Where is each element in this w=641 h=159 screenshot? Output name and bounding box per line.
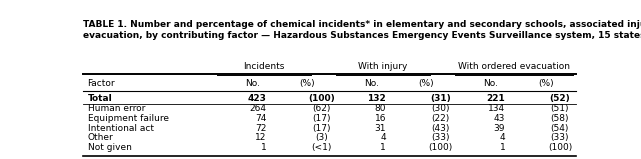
Text: 16: 16 (374, 114, 386, 123)
Text: Incidents: Incidents (243, 62, 285, 71)
Text: 423: 423 (248, 93, 267, 103)
Text: Other: Other (88, 133, 113, 142)
Text: 43: 43 (494, 114, 505, 123)
Text: 264: 264 (250, 104, 267, 113)
Text: Intentional act: Intentional act (88, 124, 154, 133)
Text: 221: 221 (487, 93, 505, 103)
Text: (100): (100) (548, 143, 572, 152)
Text: With ordered evacuation: With ordered evacuation (458, 62, 570, 71)
Text: Total: Total (88, 93, 112, 103)
Text: (%): (%) (538, 79, 554, 88)
Text: (%): (%) (419, 79, 435, 88)
Text: (3): (3) (315, 133, 328, 142)
Text: (33): (33) (551, 133, 569, 142)
Text: 39: 39 (494, 124, 505, 133)
Text: (<1): (<1) (312, 143, 331, 152)
Text: 4: 4 (499, 133, 505, 142)
Text: (33): (33) (431, 133, 450, 142)
Text: TABLE 1. Number and percentage of chemical incidents* in elementary and secondar: TABLE 1. Number and percentage of chemic… (83, 20, 641, 40)
Text: 31: 31 (374, 124, 386, 133)
Text: 72: 72 (255, 124, 267, 133)
Text: With injury: With injury (358, 62, 408, 71)
Text: No.: No. (364, 79, 379, 88)
Text: (17): (17) (312, 114, 331, 123)
Text: 80: 80 (374, 104, 386, 113)
Text: (31): (31) (430, 93, 451, 103)
Text: Human error: Human error (88, 104, 145, 113)
Text: 1: 1 (499, 143, 505, 152)
Text: 132: 132 (367, 93, 386, 103)
Text: 12: 12 (255, 133, 267, 142)
Text: (%): (%) (299, 79, 315, 88)
Text: 1: 1 (380, 143, 386, 152)
Text: (30): (30) (431, 104, 450, 113)
Text: (22): (22) (431, 114, 450, 123)
Text: (52): (52) (549, 93, 570, 103)
Text: (100): (100) (429, 143, 453, 152)
Text: (43): (43) (431, 124, 450, 133)
Text: (62): (62) (312, 104, 331, 113)
Text: Factor: Factor (88, 79, 115, 88)
Text: (100): (100) (308, 93, 335, 103)
Text: 4: 4 (380, 133, 386, 142)
Text: (17): (17) (312, 124, 331, 133)
Text: Not given: Not given (88, 143, 131, 152)
Text: 74: 74 (255, 114, 267, 123)
Text: (58): (58) (551, 114, 569, 123)
Text: (54): (54) (551, 124, 569, 133)
Text: 1: 1 (261, 143, 267, 152)
Text: Equipment failure: Equipment failure (88, 114, 169, 123)
Text: (51): (51) (551, 104, 569, 113)
Text: No.: No. (483, 79, 499, 88)
Text: No.: No. (245, 79, 260, 88)
Text: 134: 134 (488, 104, 505, 113)
